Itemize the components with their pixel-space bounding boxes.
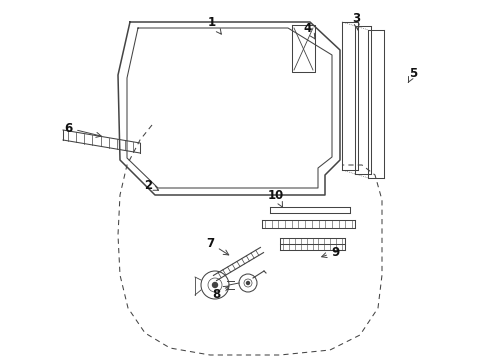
Text: 3: 3 xyxy=(351,12,359,30)
Text: 9: 9 xyxy=(321,246,340,258)
Text: 7: 7 xyxy=(205,237,228,255)
Text: 5: 5 xyxy=(407,67,416,82)
Text: 10: 10 xyxy=(267,189,284,207)
Circle shape xyxy=(246,282,249,284)
Text: 8: 8 xyxy=(211,286,228,301)
Text: 1: 1 xyxy=(207,15,221,34)
Text: 6: 6 xyxy=(64,122,101,137)
Circle shape xyxy=(212,283,217,288)
Text: 2: 2 xyxy=(143,179,158,192)
Text: 4: 4 xyxy=(303,22,315,40)
